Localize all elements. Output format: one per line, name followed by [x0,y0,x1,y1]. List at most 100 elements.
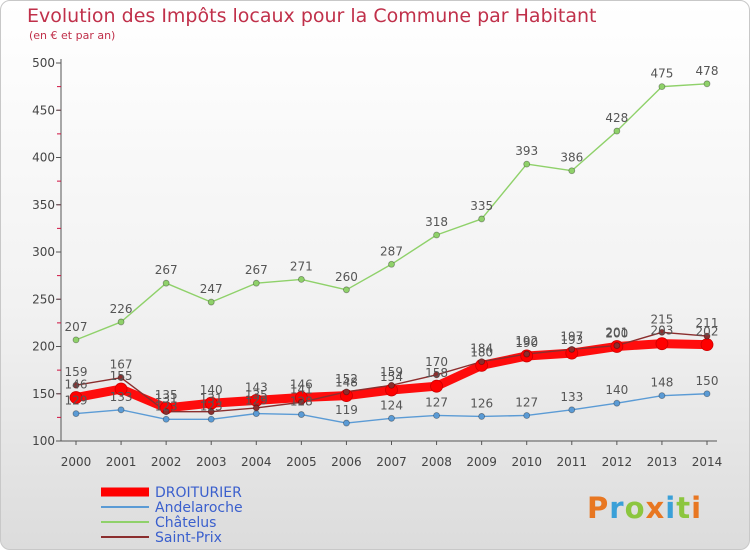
data-point-andelaroche [523,412,531,419]
data-label-ch-telus: 247 [200,282,223,296]
data-point-saint-prix [297,398,305,406]
y-tick-label: 400 [32,151,55,165]
legend-label-ch-telus: Châtelus [155,515,216,531]
data-label-saint-prix: 197 [560,329,583,343]
y-tick-label: 450 [32,103,55,117]
data-point-ch-telus [72,336,80,344]
data-label-saint-prix: 201 [605,326,628,340]
data-point-andelaroche [72,410,80,417]
data-point-andelaroche [207,415,215,423]
data-point-andelaroche [343,419,350,427]
data-label-andelaroche: 140 [605,383,628,397]
data-point-saint-prix [703,332,711,340]
data-label-andelaroche: 129 [65,394,88,408]
data-point-ch-telus [297,276,305,283]
data-label-ch-telus: 267 [245,263,268,277]
data-label-andelaroche: 126 [470,396,493,410]
data-label-ch-telus: 260 [335,270,358,284]
data-point-droiturier [430,379,443,393]
logo-letter: i [665,491,677,525]
data-point-ch-telus [117,318,125,326]
logo-letter: r [609,491,625,525]
data-point-ch-telus [703,80,711,88]
data-label-andelaroche: 133 [110,390,133,404]
data-label-ch-telus: 478 [696,64,719,78]
data-label-saint-prix: 215 [650,312,673,326]
x-tick-label: 2004 [241,455,272,469]
y-tick-label: 100 [32,434,55,448]
data-point-andelaroche [568,406,576,414]
data-label-ch-telus: 318 [425,215,448,229]
data-point-ch-telus [568,167,576,175]
x-tick-label: 2012 [602,455,633,469]
data-label-droiturier: 143 [245,380,268,394]
data-point-andelaroche [297,411,305,418]
data-label-ch-telus: 428 [605,111,628,125]
data-point-saint-prix [568,345,576,353]
data-label-saint-prix: 131 [200,392,223,406]
data-label-droiturier: 193 [560,333,583,347]
x-tick-label: 2000 [61,455,92,469]
data-label-droiturier: 158 [425,366,448,380]
data-label-droiturier: 203 [650,324,673,338]
data-point-andelaroche [252,410,260,417]
data-label-ch-telus: 386 [560,151,583,165]
logo-letter: x [645,491,666,525]
data-label-droiturier: 202 [696,325,719,339]
data-point-droiturier [700,338,714,352]
logo-letter: o [624,491,646,525]
data-point-andelaroche [162,415,170,423]
data-label-andelaroche: 119 [335,403,358,417]
proxiti-logo: Proxiti [587,491,702,525]
legend-label-droiturier: DROITURIER [155,485,242,501]
data-point-ch-telus [343,286,350,294]
data-label-ch-telus: 335 [470,199,493,213]
data-point-saint-prix [523,350,531,358]
data-point-ch-telus [252,279,260,287]
y-tick-label: 300 [32,245,55,259]
legend-label-saint-prix: Saint-Prix [155,530,222,546]
x-tick-label: 2009 [466,455,497,469]
data-label-droiturier: 146 [290,378,313,392]
data-label-saint-prix: 152 [335,372,358,386]
data-point-ch-telus [523,160,531,168]
data-label-droiturier: 180 [470,345,493,359]
data-point-saint-prix [433,371,440,379]
x-tick-label: 2010 [511,455,542,469]
x-tick-label: 2006 [331,455,362,469]
data-label-saint-prix: 184 [470,342,493,356]
y-tick-label: 500 [32,56,55,70]
data-point-saint-prix [478,358,486,366]
chart-subtitle: (en € et par an) [29,29,116,42]
y-tick-label: 250 [32,292,55,306]
chart-title: Evolution des Impôts locaux pour la Comm… [27,5,597,27]
data-label-ch-telus: 207 [65,320,88,334]
data-label-saint-prix: 141 [290,382,313,396]
data-label-ch-telus: 267 [155,263,178,277]
data-point-andelaroche [117,406,125,414]
data-point-ch-telus [658,83,666,91]
data-label-saint-prix: 170 [425,355,448,369]
data-label-saint-prix: 135 [245,388,268,402]
data-label-andelaroche: 129 [245,394,268,408]
y-tick-label: 150 [32,387,55,401]
data-point-andelaroche [613,399,621,407]
data-point-ch-telus [433,231,440,239]
data-label-droiturier: 140 [200,383,223,397]
data-point-andelaroche [658,392,666,400]
data-label-saint-prix: 192 [515,334,538,348]
data-point-ch-telus [478,215,486,223]
data-point-saint-prix [252,404,260,412]
data-label-saint-prix: 211 [696,316,719,330]
data-point-saint-prix [388,381,395,389]
data-label-ch-telus: 287 [380,244,403,258]
logo-letter: t [676,491,692,525]
data-label-andelaroche: 133 [560,390,583,404]
data-label-saint-prix: 131 [155,392,178,406]
logo-letter: P [587,491,610,525]
data-label-andelaroche: 123 [200,399,223,413]
data-label-andelaroche: 124 [380,398,403,412]
